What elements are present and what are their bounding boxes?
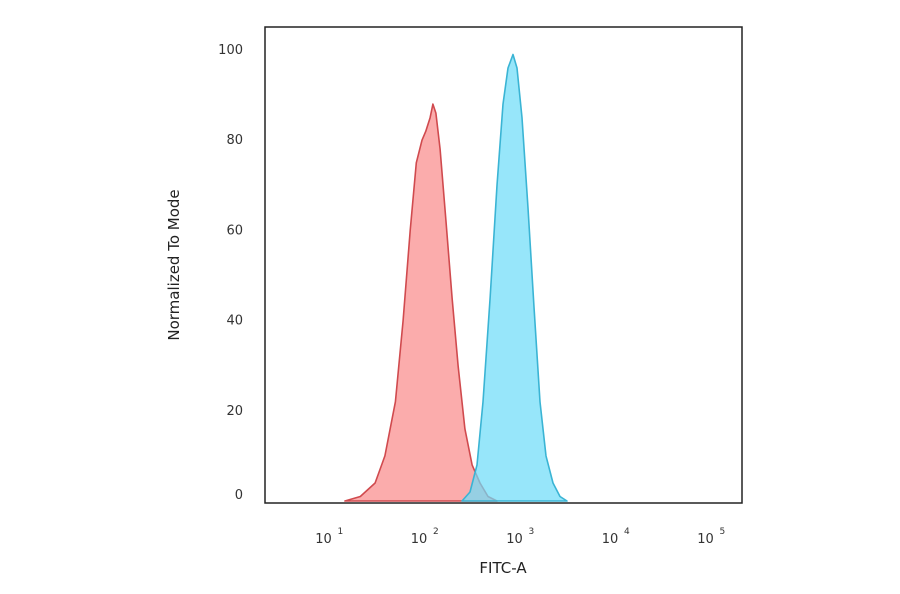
- y-tick-label: 100: [218, 43, 243, 58]
- y-tick-label: 40: [226, 314, 243, 329]
- x-axis-label: FITC-A: [479, 559, 527, 577]
- x-tick-labels: 10 1 10 2 10 3 10 4 10 5: [315, 527, 725, 547]
- y-tick-label: 20: [226, 404, 243, 419]
- x-tick-exponent: 1: [338, 527, 344, 537]
- histogram-series-2: [461, 53, 568, 502]
- y-tick-label: 60: [226, 223, 243, 238]
- y-tick-label: 80: [226, 133, 243, 148]
- histogram-series-1: [344, 103, 498, 502]
- x-tick-label: 10: [315, 532, 332, 547]
- x-tick-label: 10: [602, 532, 619, 547]
- x-tick-label: 10: [697, 532, 714, 547]
- plot-frame: [264, 26, 743, 504]
- series-layer: [344, 53, 568, 502]
- x-tick-label: 10: [506, 532, 523, 547]
- x-tick-exponent: 3: [529, 527, 535, 537]
- y-axis-label: Normalized To Mode: [165, 189, 183, 340]
- x-tick-exponent: 4: [624, 527, 630, 537]
- x-tick-label: 10: [411, 532, 428, 547]
- y-tick-label: 0: [235, 488, 243, 503]
- x-tick-exponent: 5: [720, 527, 726, 537]
- x-tick-exponent: 2: [433, 527, 439, 537]
- y-tick-labels: 0 20 40 60 80 100: [218, 43, 243, 503]
